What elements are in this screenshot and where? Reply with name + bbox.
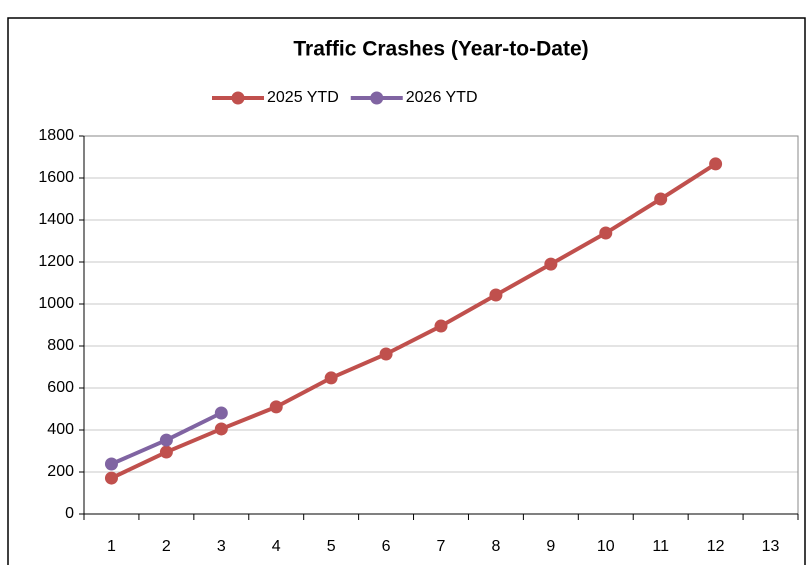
series-marker — [214, 406, 228, 420]
legend-marker — [231, 91, 245, 105]
series-marker — [104, 471, 118, 485]
x-tick-label: 2 — [162, 538, 171, 555]
y-tick-label: 1400 — [38, 211, 74, 228]
x-tick-label: 10 — [597, 538, 615, 555]
y-tick-label: 1000 — [38, 295, 74, 312]
series-marker — [709, 157, 723, 171]
x-tick-label: 3 — [217, 538, 226, 555]
series-marker — [654, 192, 668, 206]
series-marker — [379, 347, 393, 361]
x-tick-label: 1 — [107, 538, 116, 555]
series-marker — [159, 433, 173, 447]
chart-frame — [7, 17, 806, 565]
y-tick-label: 0 — [65, 505, 74, 522]
y-tick-label: 800 — [47, 337, 74, 354]
series-marker — [269, 400, 283, 414]
x-tick-label: 7 — [437, 538, 446, 555]
chart-title: Traffic Crashes (Year-to-Date) — [293, 38, 588, 61]
y-tick-label: 400 — [47, 421, 74, 438]
x-tick-label: 13 — [762, 538, 780, 555]
legend-label: 2026 YTD — [406, 89, 478, 106]
legend-label: 2025 YTD — [267, 89, 339, 106]
x-tick-label: 8 — [491, 538, 500, 555]
x-tick-label: 12 — [707, 538, 725, 555]
y-tick-label: 200 — [47, 463, 74, 480]
series-marker — [324, 371, 338, 385]
x-tick-label: 9 — [546, 538, 555, 555]
x-tick-label: 4 — [272, 538, 281, 555]
y-tick-label: 1200 — [38, 253, 74, 270]
y-tick-label: 1800 — [38, 127, 74, 144]
y-tick-label: 600 — [47, 379, 74, 396]
series-marker — [214, 422, 228, 436]
series-marker — [159, 445, 173, 459]
x-tick-label: 5 — [327, 538, 336, 555]
series-line — [110, 162, 717, 480]
x-tick-label: 6 — [382, 538, 391, 555]
series-marker — [434, 319, 448, 333]
x-tick-label: 11 — [652, 538, 669, 555]
series-marker — [489, 288, 503, 302]
y-tick-label: 1600 — [38, 169, 74, 186]
series-marker — [544, 257, 558, 271]
series-marker — [599, 226, 613, 240]
series-marker — [104, 457, 118, 471]
legend-marker — [370, 91, 384, 105]
